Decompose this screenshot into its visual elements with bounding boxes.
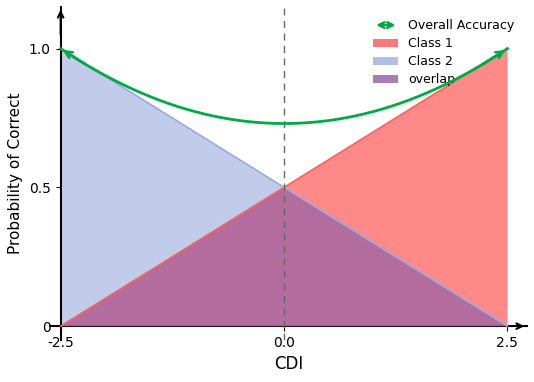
Y-axis label: Probability of Correct: Probability of Correct [9, 93, 23, 254]
Polygon shape [61, 187, 507, 326]
Polygon shape [61, 49, 507, 326]
Legend: Overall Accuracy, Class 1, Class 2, overlap: Overall Accuracy, Class 1, Class 2, over… [367, 13, 521, 93]
Polygon shape [61, 49, 507, 326]
X-axis label: CDI: CDI [274, 355, 303, 374]
